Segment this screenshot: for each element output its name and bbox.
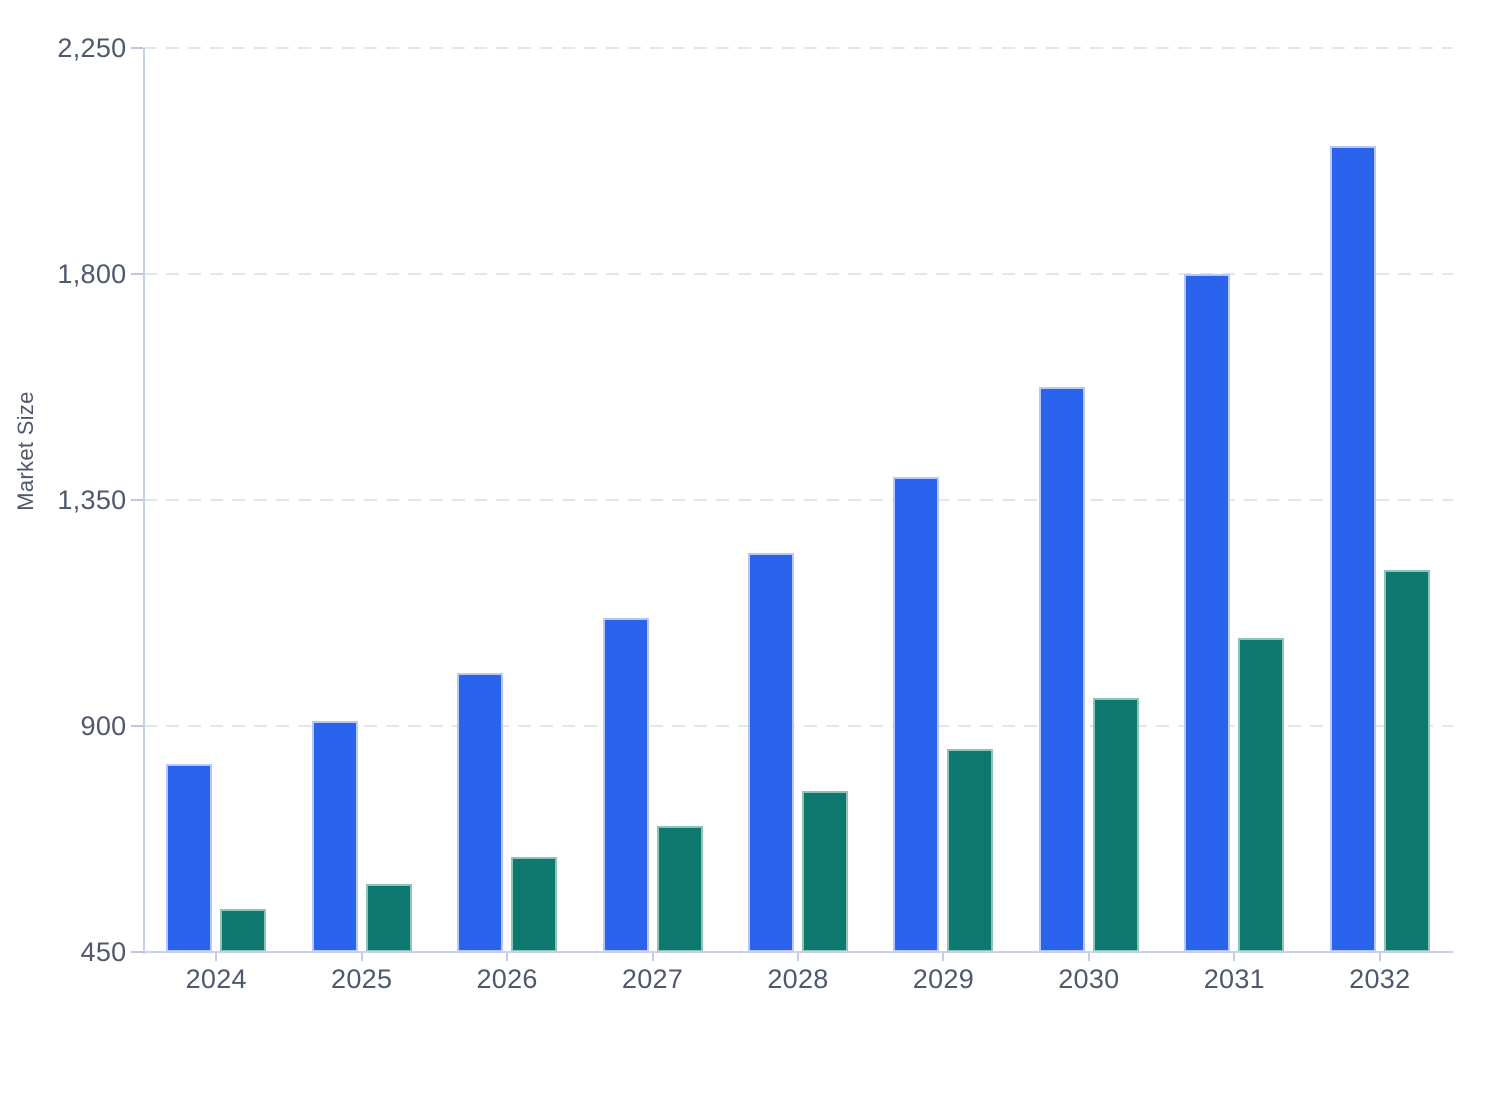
x-tick-2026 — [506, 952, 509, 961]
blue-series-bar-2027 — [602, 618, 649, 952]
y-tick-1350 — [130, 499, 143, 501]
x-tick-label-2028: 2028 — [767, 964, 829, 994]
blue-series-bar-2031 — [1184, 274, 1231, 952]
teal-series-bar-2026 — [511, 856, 558, 952]
teal-series-bar-2027 — [656, 826, 703, 952]
x-tick-2027 — [651, 952, 654, 961]
y-axis-line — [142, 48, 145, 954]
plot-area — [143, 47, 1453, 952]
gridline-1350 — [143, 499, 1453, 501]
y-tick-label-900: 900 — [80, 711, 127, 741]
y-tick-2250 — [130, 47, 143, 49]
teal-series-bar-2024 — [220, 909, 267, 952]
blue-series-bar-2026 — [457, 673, 504, 952]
x-tick-label-2024: 2024 — [185, 964, 247, 994]
teal-series-bar-2025 — [365, 884, 412, 952]
teal-series-bar-2031 — [1238, 638, 1285, 952]
y-tick-450 — [130, 951, 143, 953]
x-tick-label-2026: 2026 — [476, 964, 538, 994]
y-tick-900 — [130, 725, 143, 727]
x-tick-label-2025: 2025 — [331, 964, 393, 994]
y-tick-label-450: 450 — [80, 937, 127, 967]
teal-series-bar-2030 — [1092, 698, 1139, 952]
blue-series-bar-2024 — [166, 763, 213, 952]
y-axis-title: Market Size — [13, 391, 38, 511]
blue-series-bar-2030 — [1038, 387, 1085, 952]
y-tick-label-1350: 1,350 — [57, 485, 127, 515]
blue-series-bar-2028 — [748, 552, 794, 952]
blue-series-bar-2025 — [311, 720, 358, 952]
x-tick-2031 — [1233, 952, 1236, 961]
x-tick-label-2032: 2032 — [1349, 964, 1411, 994]
x-tick-label-2030: 2030 — [1058, 964, 1120, 994]
x-tick-label-2031: 2031 — [1203, 964, 1265, 994]
x-tick-label-2027: 2027 — [621, 964, 684, 994]
x-tick-2024 — [215, 952, 218, 961]
x-tick-2025 — [360, 952, 363, 961]
x-tick-2030 — [1087, 952, 1090, 961]
gridline-900 — [143, 725, 1453, 727]
x-tick-2028 — [797, 952, 799, 961]
blue-series-bar-2032 — [1329, 145, 1376, 952]
y-tick-label-1800: 1,800 — [57, 259, 127, 289]
x-tick-2032 — [1378, 952, 1381, 961]
y-tick-1800 — [130, 273, 143, 275]
teal-series-bar-2032 — [1383, 570, 1430, 952]
gridline-2250 — [143, 47, 1453, 49]
blue-series-bar-2029 — [893, 477, 940, 952]
gridline-1800 — [143, 273, 1453, 275]
y-tick-label-2250: 2,250 — [57, 33, 127, 63]
teal-series-bar-2028 — [802, 791, 848, 952]
teal-series-bar-2029 — [947, 748, 994, 952]
x-tick-label-2029: 2029 — [912, 964, 975, 994]
x-tick-2029 — [942, 952, 945, 961]
